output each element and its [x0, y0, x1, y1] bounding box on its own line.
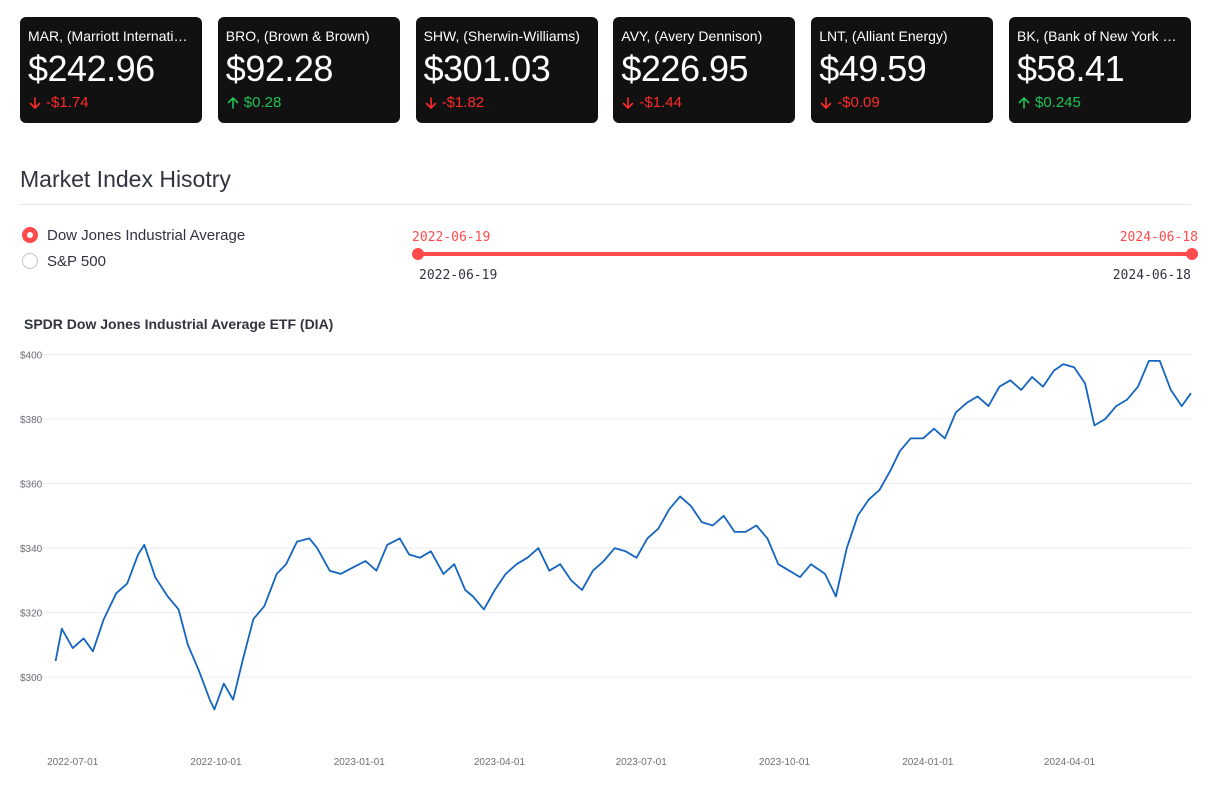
- radio-option-dow-jones[interactable]: Dow Jones Industrial Average: [22, 222, 245, 248]
- x-tick-label: 2022-10-01: [190, 757, 242, 768]
- metric-label: AVY, (Avery Dennison): [621, 28, 763, 44]
- slider-end-handle[interactable]: [1186, 248, 1198, 260]
- metric-delta: -$1.44: [621, 95, 787, 111]
- slider-track[interactable]: [418, 252, 1192, 256]
- metric-delta: -$1.74: [28, 95, 194, 111]
- y-tick-label: $400: [20, 350, 43, 361]
- x-tick-label: 2024-01-01: [902, 757, 954, 768]
- arrow-down-icon: [623, 97, 634, 109]
- metric-value: $58.41: [1016, 48, 1125, 89]
- x-tick-label: 2023-04-01: [474, 757, 526, 768]
- line-chart[interactable]: $300 $320 $340 $360 $380 $400 2022-07-01 2022-1…: [0, 340, 1226, 780]
- x-tick-label: 2023-10-01: [759, 757, 811, 768]
- metric-card: AVY, (Avery Dennison) $226.95 -$1.44: [613, 17, 796, 123]
- metric-delta-value: -$1.82: [441, 94, 485, 111]
- section-divider: [20, 204, 1191, 205]
- x-tick-label: 2023-01-01: [334, 757, 386, 768]
- arrow-up-icon: [227, 97, 239, 109]
- metric-delta: $0.28: [226, 95, 392, 111]
- arrow-down-icon: [820, 97, 832, 109]
- radio-label: Dow Jones Industrial Average: [47, 226, 246, 244]
- slider-start-value: 2022-06-19: [412, 230, 491, 245]
- radio-selected-icon[interactable]: [22, 227, 38, 243]
- metric-delta: -$1.82: [424, 95, 590, 111]
- slider-min-label: 2022-06-19: [419, 268, 498, 283]
- y-tick-label: $380: [20, 415, 43, 426]
- y-tick-label: $320: [20, 609, 43, 620]
- metric-delta-value: -$0.09: [837, 94, 880, 111]
- chart-title: SPDR Dow Jones Industrial Average ETF (D…: [24, 316, 334, 332]
- metric-label: LNT, (Alliant Energy): [819, 28, 948, 44]
- metric-card: BRO, (Brown & Brown) $92.28 $0.28: [217, 17, 400, 123]
- metric-card: BK, (Bank of New York Mellon) $58.41 $0.24…: [1008, 17, 1191, 123]
- metric-delta-value: -$1.44: [639, 94, 682, 111]
- x-tick-label: 2023-07-01: [616, 757, 668, 768]
- metric-label: SHW, (Sherwin-Williams): [423, 28, 580, 44]
- metric-card: MAR, (Marriott International) $242.96 -$1.…: [20, 17, 202, 123]
- metric-delta: -$0.09: [819, 95, 985, 111]
- metric-delta: $0.245: [1017, 95, 1183, 111]
- y-tick-label: $340: [20, 544, 43, 555]
- slider-max-label: 2024-06-18: [1112, 268, 1191, 283]
- x-tick-label: 2022-07-01: [47, 757, 99, 768]
- radio-unselected-icon[interactable]: [22, 253, 38, 269]
- metric-card: SHW, (Sherwin-Williams) $301.03 -$1.82: [415, 17, 598, 123]
- slider-start-handle[interactable]: [412, 248, 424, 260]
- metric-cards: MAR, (Marriott International) $242.96 -$1.…: [20, 17, 1191, 123]
- arrow-up-icon: [1018, 97, 1030, 109]
- metric-label: BRO, (Brown & Brown): [225, 28, 370, 44]
- section-title: Market Index Hisotry: [20, 166, 231, 192]
- metric-value: $242.96: [28, 48, 155, 89]
- series-line[interactable]: [54, 360, 1192, 711]
- arrow-down-icon: [29, 97, 41, 109]
- arrow-down-icon: [425, 97, 436, 109]
- radio-label: S&P 500: [47, 252, 106, 270]
- metric-value: $301.03: [423, 48, 551, 89]
- y-tick-label: $300: [20, 673, 43, 684]
- metric-label: MAR, (Marriott International): [28, 28, 194, 44]
- metric-delta-value: $0.245: [1034, 94, 1081, 111]
- radio-option-sp500[interactable]: S&P 500: [22, 248, 245, 274]
- date-range-slider[interactable]: 2022-06-19 2024-06-18 2022-06-19 2024-06…: [412, 228, 1198, 288]
- metric-value: $92.28: [225, 48, 334, 89]
- metric-label: BK, (Bank of New York Mellon): [1016, 28, 1183, 44]
- metric-card: LNT, (Alliant Energy) $49.59 -$0.09: [811, 17, 994, 123]
- index-radio-group: Dow Jones Industrial Average S&P 500: [22, 222, 245, 274]
- x-tick-label: 2024-04-01: [1044, 757, 1096, 768]
- y-tick-label: $360: [20, 480, 43, 491]
- metric-value: $49.59: [819, 48, 927, 89]
- metric-delta-value: -$1.74: [46, 94, 89, 111]
- metric-delta-value: $0.28: [243, 94, 282, 111]
- metric-value: $226.95: [621, 48, 749, 89]
- slider-end-value: 2024-06-18: [1119, 230, 1198, 245]
